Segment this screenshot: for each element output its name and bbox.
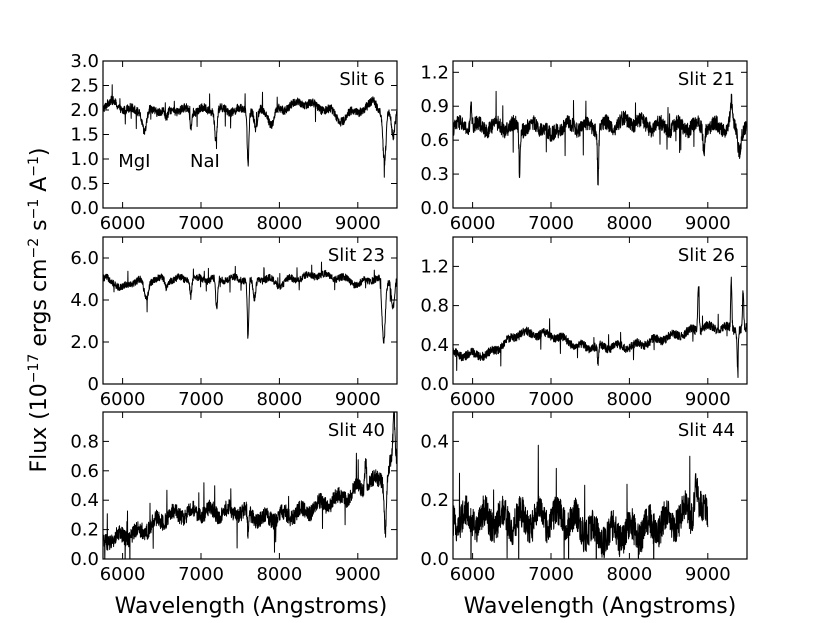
x-tick-label: 7000	[528, 389, 574, 410]
y-tick-label: 0.6	[70, 461, 99, 482]
x-tick-label: 6000	[450, 564, 496, 585]
panel-frame	[102, 411, 398, 560]
ylabel-text: )	[27, 147, 52, 156]
x-tick-label: 7000	[178, 389, 224, 410]
y-tick-label: 0.5	[70, 174, 99, 195]
y-tick-label: 2.0	[70, 332, 99, 353]
ylabel-exponent: −17	[26, 354, 42, 384]
x-tick-label: 6000	[100, 564, 146, 585]
panel-slit-44: 6000 7000 8000 9000 0.0 0.2 0.4 Slit 44	[420, 411, 748, 585]
y-axis-label: Flux (10−17 ergs cm−2 s−1 A−1)	[26, 147, 52, 472]
panels: 6000 7000 8000 9000 0.0 0.5 1.0 1.5 2.0 2.5 3.0 Sli…	[70, 51, 748, 585]
panel-frame	[452, 411, 748, 560]
spectrum-line	[453, 90, 747, 186]
ylabel-text: A	[27, 177, 52, 199]
y-tick-label: 0.8	[70, 431, 99, 452]
spectrum-line	[103, 261, 397, 344]
y-tick-label: 0	[88, 374, 99, 395]
y-tick-label: 0.9	[420, 96, 449, 117]
x-tick-label: 8000	[606, 213, 652, 234]
spectrum-line	[453, 276, 747, 378]
x-tick-label: 7000	[528, 213, 574, 234]
panel-slit-26: 6000 7000 8000 9000 0.0 0.4 0.8 1.2 Slit 26	[420, 236, 748, 410]
y-tick-label: 0.4	[420, 335, 449, 356]
ylabel-exponent: −1	[26, 156, 42, 177]
y-tick-label: 1.0	[70, 149, 99, 170]
y-tick-label: 4.0	[70, 290, 99, 311]
x-tick-label: 7000	[178, 564, 224, 585]
spectrum-line	[453, 444, 709, 559]
x-tick-label: 9000	[685, 389, 731, 410]
x-tick-label: 8000	[256, 564, 302, 585]
y-tick-label: 0.0	[420, 549, 449, 570]
x-tick-label: 9000	[335, 213, 381, 234]
x-tick-label: 6000	[450, 389, 496, 410]
spectrum-line	[103, 412, 397, 559]
y-tick-label: 1.5	[70, 125, 99, 146]
x-tick-label: 8000	[256, 389, 302, 410]
y-tick-label: 2.5	[70, 76, 99, 97]
panel-title: Slit 6	[339, 69, 385, 90]
panel-slit-40: 6000 7000 8000 9000 0.0 0.2 0.4 0.6 0.8 Slit 40	[70, 411, 398, 585]
panel-title: Slit 23	[328, 245, 385, 266]
x-tick-label: 8000	[606, 389, 652, 410]
panel-title: Slit 40	[328, 420, 385, 441]
x-tick-label: 6000	[450, 213, 496, 234]
y-tick-label: 0.2	[420, 490, 449, 511]
panel-frame	[452, 236, 748, 385]
y-tick-label: 3.0	[70, 51, 99, 72]
y-tick-label: 0.4	[70, 490, 99, 511]
x-tick-label: 9000	[335, 389, 381, 410]
panel-title: Slit 21	[678, 69, 735, 90]
ylabel-exponent: −2	[26, 238, 42, 259]
y-tick-label: 0.2	[70, 520, 99, 541]
x-tick-label: 8000	[606, 564, 652, 585]
spectrum-line	[103, 84, 397, 178]
x-tick-label: 7000	[528, 564, 574, 585]
ylabel-text: s	[27, 219, 52, 237]
x-tick-label: 9000	[685, 564, 731, 585]
y-tick-label: 0.4	[420, 431, 449, 452]
y-tick-label: 0.6	[420, 130, 449, 151]
x-tick-label: 6000	[100, 389, 146, 410]
y-tick-label: 2.0	[70, 100, 99, 121]
panel-slit-23: 6000 7000 8000 9000 0 2.0 4.0 6.0 Slit 23	[70, 236, 398, 410]
panel-slit-21: 6000 7000 8000 9000 0.0 0.3 0.6 0.9 1.2 Slit 21	[420, 60, 748, 234]
y-tick-label: 0.0	[420, 374, 449, 395]
panel-frame	[102, 236, 398, 385]
y-tick-label: 0.3	[420, 164, 449, 185]
x-axis-label-left: Wavelength (Angstroms)	[115, 594, 388, 619]
y-tick-label: 0.0	[70, 549, 99, 570]
x-axis-label-right: Wavelength (Angstroms)	[464, 594, 737, 619]
x-tick-label: 8000	[256, 213, 302, 234]
panel-title: Slit 26	[678, 245, 735, 266]
ylabel-exponent: −1	[26, 199, 42, 220]
ylabel-text: ergs cm	[27, 259, 52, 354]
line-annotation: MgI	[118, 151, 150, 172]
x-tick-label: 6000	[100, 213, 146, 234]
line-annotation: NaI	[190, 151, 220, 172]
panel-frame	[452, 60, 748, 209]
y-tick-label: 1.2	[420, 62, 449, 83]
panel-slit-6: 6000 7000 8000 9000 0.0 0.5 1.0 1.5 2.0 2.5 3.0 Sli…	[70, 51, 398, 234]
ylabel-text: Flux (10	[27, 383, 52, 472]
y-tick-label: 0.8	[420, 296, 449, 317]
x-tick-label: 7000	[178, 213, 224, 234]
panel-title: Slit 44	[678, 420, 735, 441]
y-tick-label: 1.2	[420, 256, 449, 277]
y-tick-label: 0.0	[70, 198, 99, 219]
y-tick-label: 0.0	[420, 198, 449, 219]
x-tick-label: 9000	[335, 564, 381, 585]
y-tick-label: 6.0	[70, 248, 99, 269]
x-tick-label: 9000	[685, 213, 731, 234]
